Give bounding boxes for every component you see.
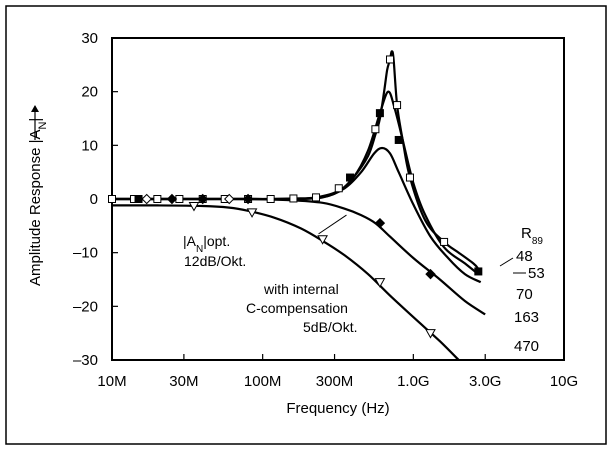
x-tick-label-4: 1.0G [397,373,430,390]
marker-163-4 [425,268,436,280]
marker-470-4 [425,329,436,339]
marker-53-3 [394,135,403,144]
x-tick-label-1: 30M [169,373,198,390]
optimal-label-end: |opt. [203,233,230,249]
y-tick-label-0: 30 [81,30,98,47]
optimal-label-sub: N [196,244,203,255]
series-end-labels: 48 53 70 163 470 [499,248,545,355]
compensation-label-line2: C-compensation [246,300,348,316]
optimal-label-main: |A [183,233,197,249]
series-line-163 [112,197,486,316]
marker-470-1 [246,208,258,218]
marker-470-2 [317,235,328,245]
compensation-label-line1: with internal [263,281,339,297]
x-tick-label-6: 10G [550,373,578,390]
series-line-470 [112,204,460,360]
optimal-slope-line [318,214,347,235]
marker-470-0 [188,201,200,212]
x-tick-label-5: 3.0G [469,373,502,390]
marker-48-7 [266,195,275,203]
compensation-label-line3: 5dB/Okt. [303,319,357,335]
marker-48-8 [289,194,298,203]
x-tick-label-2: 100M [244,373,282,390]
series-line-48 [112,50,480,270]
marker-48-2 [153,195,162,203]
y-tick-label-1: 20 [81,84,98,101]
series-label-70: 70 [516,286,533,303]
figure-frame [5,5,607,445]
marker-open-diamond-0 [141,193,152,205]
x-tick-label-3: 300M [316,373,354,390]
plot-markers [108,55,483,339]
marker-48-10 [334,184,343,193]
marker-48-11 [371,125,380,134]
series-label-48: 48 [516,248,533,265]
optimal-slope-label: 12dB/Okt. [184,253,246,269]
series-label-leader-48 [499,257,514,267]
legend-title-main: R [521,225,532,242]
marker-53-1 [346,173,355,182]
y-tick-label-4: –10 [73,245,98,262]
marker-open-diamond-1 [224,193,235,205]
svg-text:Amplitude Response |AN|: Amplitude Response |AN| [27,118,49,286]
marker-163-1 [197,193,208,205]
marker-53-0 [134,195,143,203]
marker-48-13 [393,101,402,110]
y-axis: 30 20 10 0 –10 –20 –30 [73,30,118,369]
y-tick-label-2: 10 [81,137,98,154]
marker-48-15 [440,237,449,246]
series-label-163: 163 [514,309,539,326]
series-line-53 [112,90,479,275]
optimal-slope-guide [318,214,347,235]
marker-470-3 [374,278,386,288]
marker-163-0 [166,193,178,205]
optimal-label: |AN|opt. [183,233,230,255]
series-label-470: 470 [514,338,539,355]
y-tick-label-6: –30 [73,352,98,369]
y-axis-title: Amplitude Response |AN| [27,105,49,286]
y-axis-title-main: Amplitude Response |A [27,130,44,286]
series-label-53: 53 [528,265,545,282]
y-tick-label-5: –20 [73,298,98,315]
marker-53-4 [474,267,483,276]
marker-163-3 [374,217,386,229]
x-axis: 10M 30M 100M 300M 1.0G 3.0G 10G [97,354,578,390]
marker-163-2 [242,193,254,205]
marker-48-0 [108,195,116,203]
y-tick-label-3: 0 [90,191,98,208]
x-axis-title: Frequency (Hz) [286,400,389,417]
marker-48-9 [312,193,321,202]
x-tick-label-0: 10M [97,373,126,390]
y-axis-title-sub: N [37,122,49,130]
marker-48-14 [405,173,414,182]
marker-48-12 [385,55,394,64]
y-axis-arrow-icon [31,105,39,112]
legend-title-sub: 89 [532,236,544,247]
marker-53-2 [375,109,384,118]
legend-title: R89 [521,225,543,247]
